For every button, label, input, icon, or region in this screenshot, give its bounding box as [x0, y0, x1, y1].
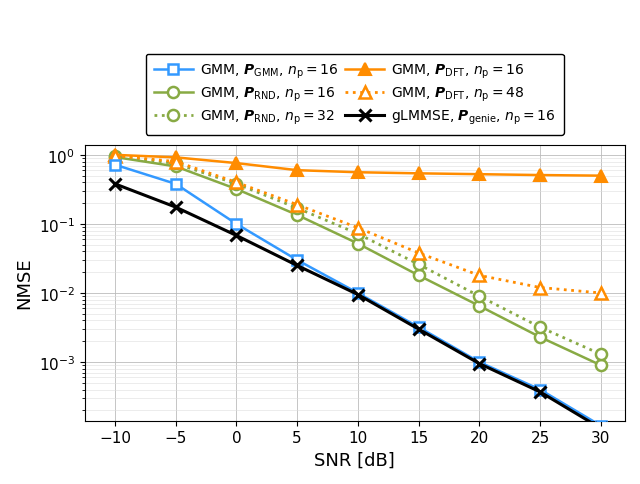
Legend: GMM, $\boldsymbol{P}_{\mathrm{GMM}}$, $n_{\mathrm{p}} = 16$, GMM, $\boldsymbol{P: GMM, $\boldsymbol{P}_{\mathrm{GMM}}$, $n…	[146, 54, 564, 136]
Y-axis label: NMSE: NMSE	[15, 257, 33, 309]
X-axis label: SNR [dB]: SNR [dB]	[314, 451, 396, 469]
